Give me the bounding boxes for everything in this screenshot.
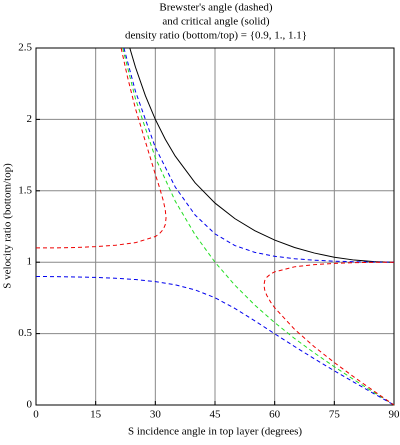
x-tick-label: 45 bbox=[210, 409, 222, 421]
x-tick-label: 90 bbox=[389, 409, 400, 421]
y-tick-label: 2.5 bbox=[18, 42, 32, 54]
y-tick-label: 1.5 bbox=[18, 184, 32, 196]
x-axis-label: S incidence angle in top layer (degrees) bbox=[128, 426, 302, 438]
chart-title: density ratio (bottom/top) = {0.9, 1., 1… bbox=[125, 30, 307, 42]
x-tick-label: 30 bbox=[150, 409, 162, 421]
y-tick-label: 0.5 bbox=[18, 327, 32, 339]
x-tick-label: 15 bbox=[90, 409, 102, 421]
curve bbox=[123, 48, 394, 405]
curve bbox=[130, 48, 394, 262]
y-tick-label: 1 bbox=[27, 256, 33, 268]
chart-title: and critical angle (solid) bbox=[162, 16, 270, 28]
y-tick-label: 0 bbox=[27, 399, 33, 411]
y-tick-label: 2 bbox=[27, 113, 33, 125]
curve bbox=[36, 48, 166, 248]
chart-title: Brewster's angle (dashed) bbox=[159, 2, 273, 14]
x-tick-label: 60 bbox=[269, 409, 281, 421]
x-tick-label: 0 bbox=[33, 409, 39, 421]
x-tick-label: 75 bbox=[329, 409, 341, 421]
y-axis-label: S velocity ratio (bottom/top) bbox=[2, 163, 14, 289]
curve bbox=[124, 48, 394, 262]
